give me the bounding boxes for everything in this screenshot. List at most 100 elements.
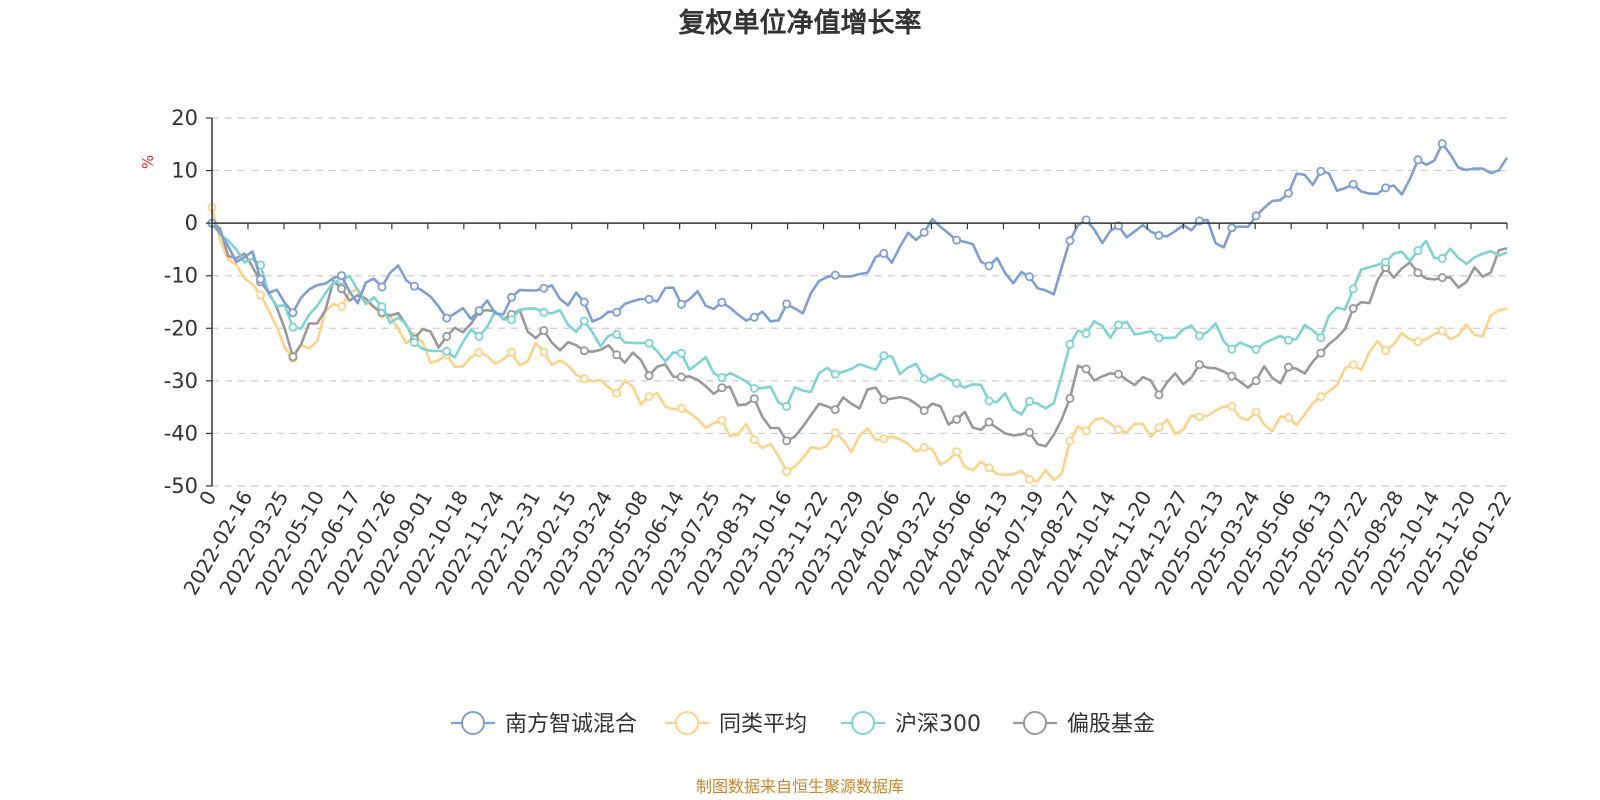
series-1-marker-141 (1348, 360, 1358, 370)
series-2-marker-145 (1381, 257, 1391, 267)
series-2-marker-92 (952, 378, 962, 388)
series-2-marker-108 (1081, 329, 1091, 339)
series-line-3 (211, 222, 1508, 448)
series-1 (207, 202, 1508, 484)
series-2-marker-126 (1227, 344, 1237, 354)
series-3-marker-77 (830, 405, 840, 415)
series-0-marker-46 (579, 297, 589, 307)
series-1-marker-67 (749, 435, 759, 445)
series-3-marker-29 (442, 331, 452, 341)
series-3-marker-101 (1024, 427, 1034, 437)
series-3-marker-126 (1227, 371, 1237, 381)
series-3-marker-88 (919, 406, 929, 416)
series-3-marker-67 (749, 394, 759, 404)
series-2-marker-106 (1065, 339, 1075, 349)
series-2-marker-21 (377, 302, 387, 312)
series-2-marker-33 (474, 331, 484, 341)
series-3-marker-46 (579, 346, 589, 356)
series-1-marker-96 (984, 463, 994, 473)
series-0-marker-101 (1024, 272, 1034, 282)
series-1-marker-117 (1154, 423, 1164, 433)
series-2-marker-117 (1154, 333, 1164, 343)
y-tick-label-6: -40 (164, 421, 198, 445)
series-3-marker-129 (1251, 376, 1261, 386)
series-3-marker-92 (952, 414, 962, 424)
series-0-marker-106 (1065, 236, 1075, 246)
series-2-marker-83 (879, 351, 889, 361)
series-0-marker-83 (879, 248, 889, 258)
series-1-marker-71 (782, 466, 792, 476)
series-1-marker-50 (612, 388, 622, 398)
series-1-marker-133 (1283, 413, 1293, 423)
legend-item-1[interactable]: 同类平均 (665, 711, 807, 737)
series-1-marker-16 (336, 301, 346, 311)
series-0-marker-33 (474, 306, 484, 316)
series-3-marker-137 (1316, 348, 1326, 358)
series-3-marker-41 (539, 326, 549, 336)
series-1-marker-6 (256, 290, 266, 300)
legend: 南方智诚混合 同类平均 沪深300 偏股基金 (451, 711, 1155, 737)
series-2-marker-77 (830, 369, 840, 379)
series-0-marker-25 (409, 281, 419, 291)
chart-title: 复权单位净值增长率 (679, 7, 922, 39)
series-3 (207, 218, 1508, 448)
series-0-marker-50 (612, 307, 622, 317)
series-0-marker-152 (1437, 139, 1447, 149)
series-1-marker-112 (1114, 425, 1124, 435)
series-3-marker-10 (288, 352, 298, 362)
grid-lines (212, 117, 1507, 487)
series-0-marker-88 (919, 227, 929, 237)
axes (211, 118, 1507, 486)
series-3-marker-71 (782, 436, 792, 446)
series-2-marker-29 (442, 346, 452, 356)
series-0 (207, 139, 1509, 323)
series-0-marker-129 (1251, 211, 1261, 221)
series-0-marker-145 (1381, 183, 1391, 193)
series-1-marker-83 (879, 434, 889, 444)
series-1-marker-41 (539, 347, 549, 357)
series-3-marker-108 (1081, 364, 1091, 374)
series-3-marker-63 (717, 383, 727, 393)
series-1-marker-149 (1413, 337, 1423, 347)
series-0-marker-77 (830, 270, 840, 280)
series-2-marker-46 (579, 316, 589, 326)
series-0-marker-126 (1227, 223, 1237, 233)
series-2-marker-10 (288, 322, 298, 332)
series-0-marker-16 (336, 271, 346, 281)
series-2-marker-37 (506, 315, 516, 325)
legend-item-0[interactable]: 南方智诚混合 (451, 711, 637, 737)
series-0-marker-141 (1348, 179, 1358, 189)
series-0-marker-54 (644, 294, 654, 304)
series-3-marker-58 (676, 372, 686, 382)
legend-marker-0 (461, 711, 485, 735)
series-3-marker-16 (336, 284, 346, 294)
series-0-marker-67 (749, 312, 759, 322)
series-1-marker-152 (1437, 326, 1447, 336)
x-axis-ticks: 02022-02-162022-03-252022-05-102022-06-1… (178, 223, 1516, 599)
series-1-marker-54 (644, 392, 654, 402)
y-tick-label-5: -30 (164, 369, 198, 393)
data-source-note: 制图数据来自恒生聚源数据库 (696, 777, 904, 796)
series-1-marker-92 (952, 447, 962, 457)
series-1-marker-122 (1194, 412, 1204, 422)
y-tick-label-0: 20 (171, 106, 198, 130)
series-3-marker-106 (1065, 393, 1075, 403)
series-0-marker-37 (506, 292, 516, 302)
legend-item-3[interactable]: 偏股基金 (1013, 711, 1155, 737)
series-1-marker-108 (1081, 426, 1091, 436)
series-2-marker-141 (1348, 284, 1358, 294)
y-tick-label-3: -10 (164, 264, 198, 288)
series-3-marker-149 (1413, 268, 1423, 278)
series-0-marker-10 (288, 308, 298, 318)
legend-label-1: 同类平均 (719, 712, 807, 737)
series-2-marker-88 (919, 374, 929, 384)
series-3-marker-54 (644, 371, 654, 381)
series-1-marker-106 (1065, 436, 1075, 446)
legend-marker-1 (675, 711, 699, 735)
legend-item-2[interactable]: 沪深300 (841, 711, 981, 737)
series-3-marker-133 (1283, 362, 1293, 372)
series-1-marker-77 (830, 428, 840, 438)
series-0-marker-149 (1413, 155, 1423, 165)
series-2-marker-54 (644, 338, 654, 348)
y-axis-unit-label: % (139, 155, 157, 169)
